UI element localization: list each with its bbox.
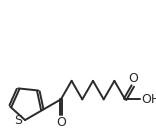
Text: S: S (14, 114, 22, 127)
Text: O: O (56, 116, 66, 129)
Text: OH: OH (141, 93, 156, 106)
Text: O: O (128, 72, 138, 85)
